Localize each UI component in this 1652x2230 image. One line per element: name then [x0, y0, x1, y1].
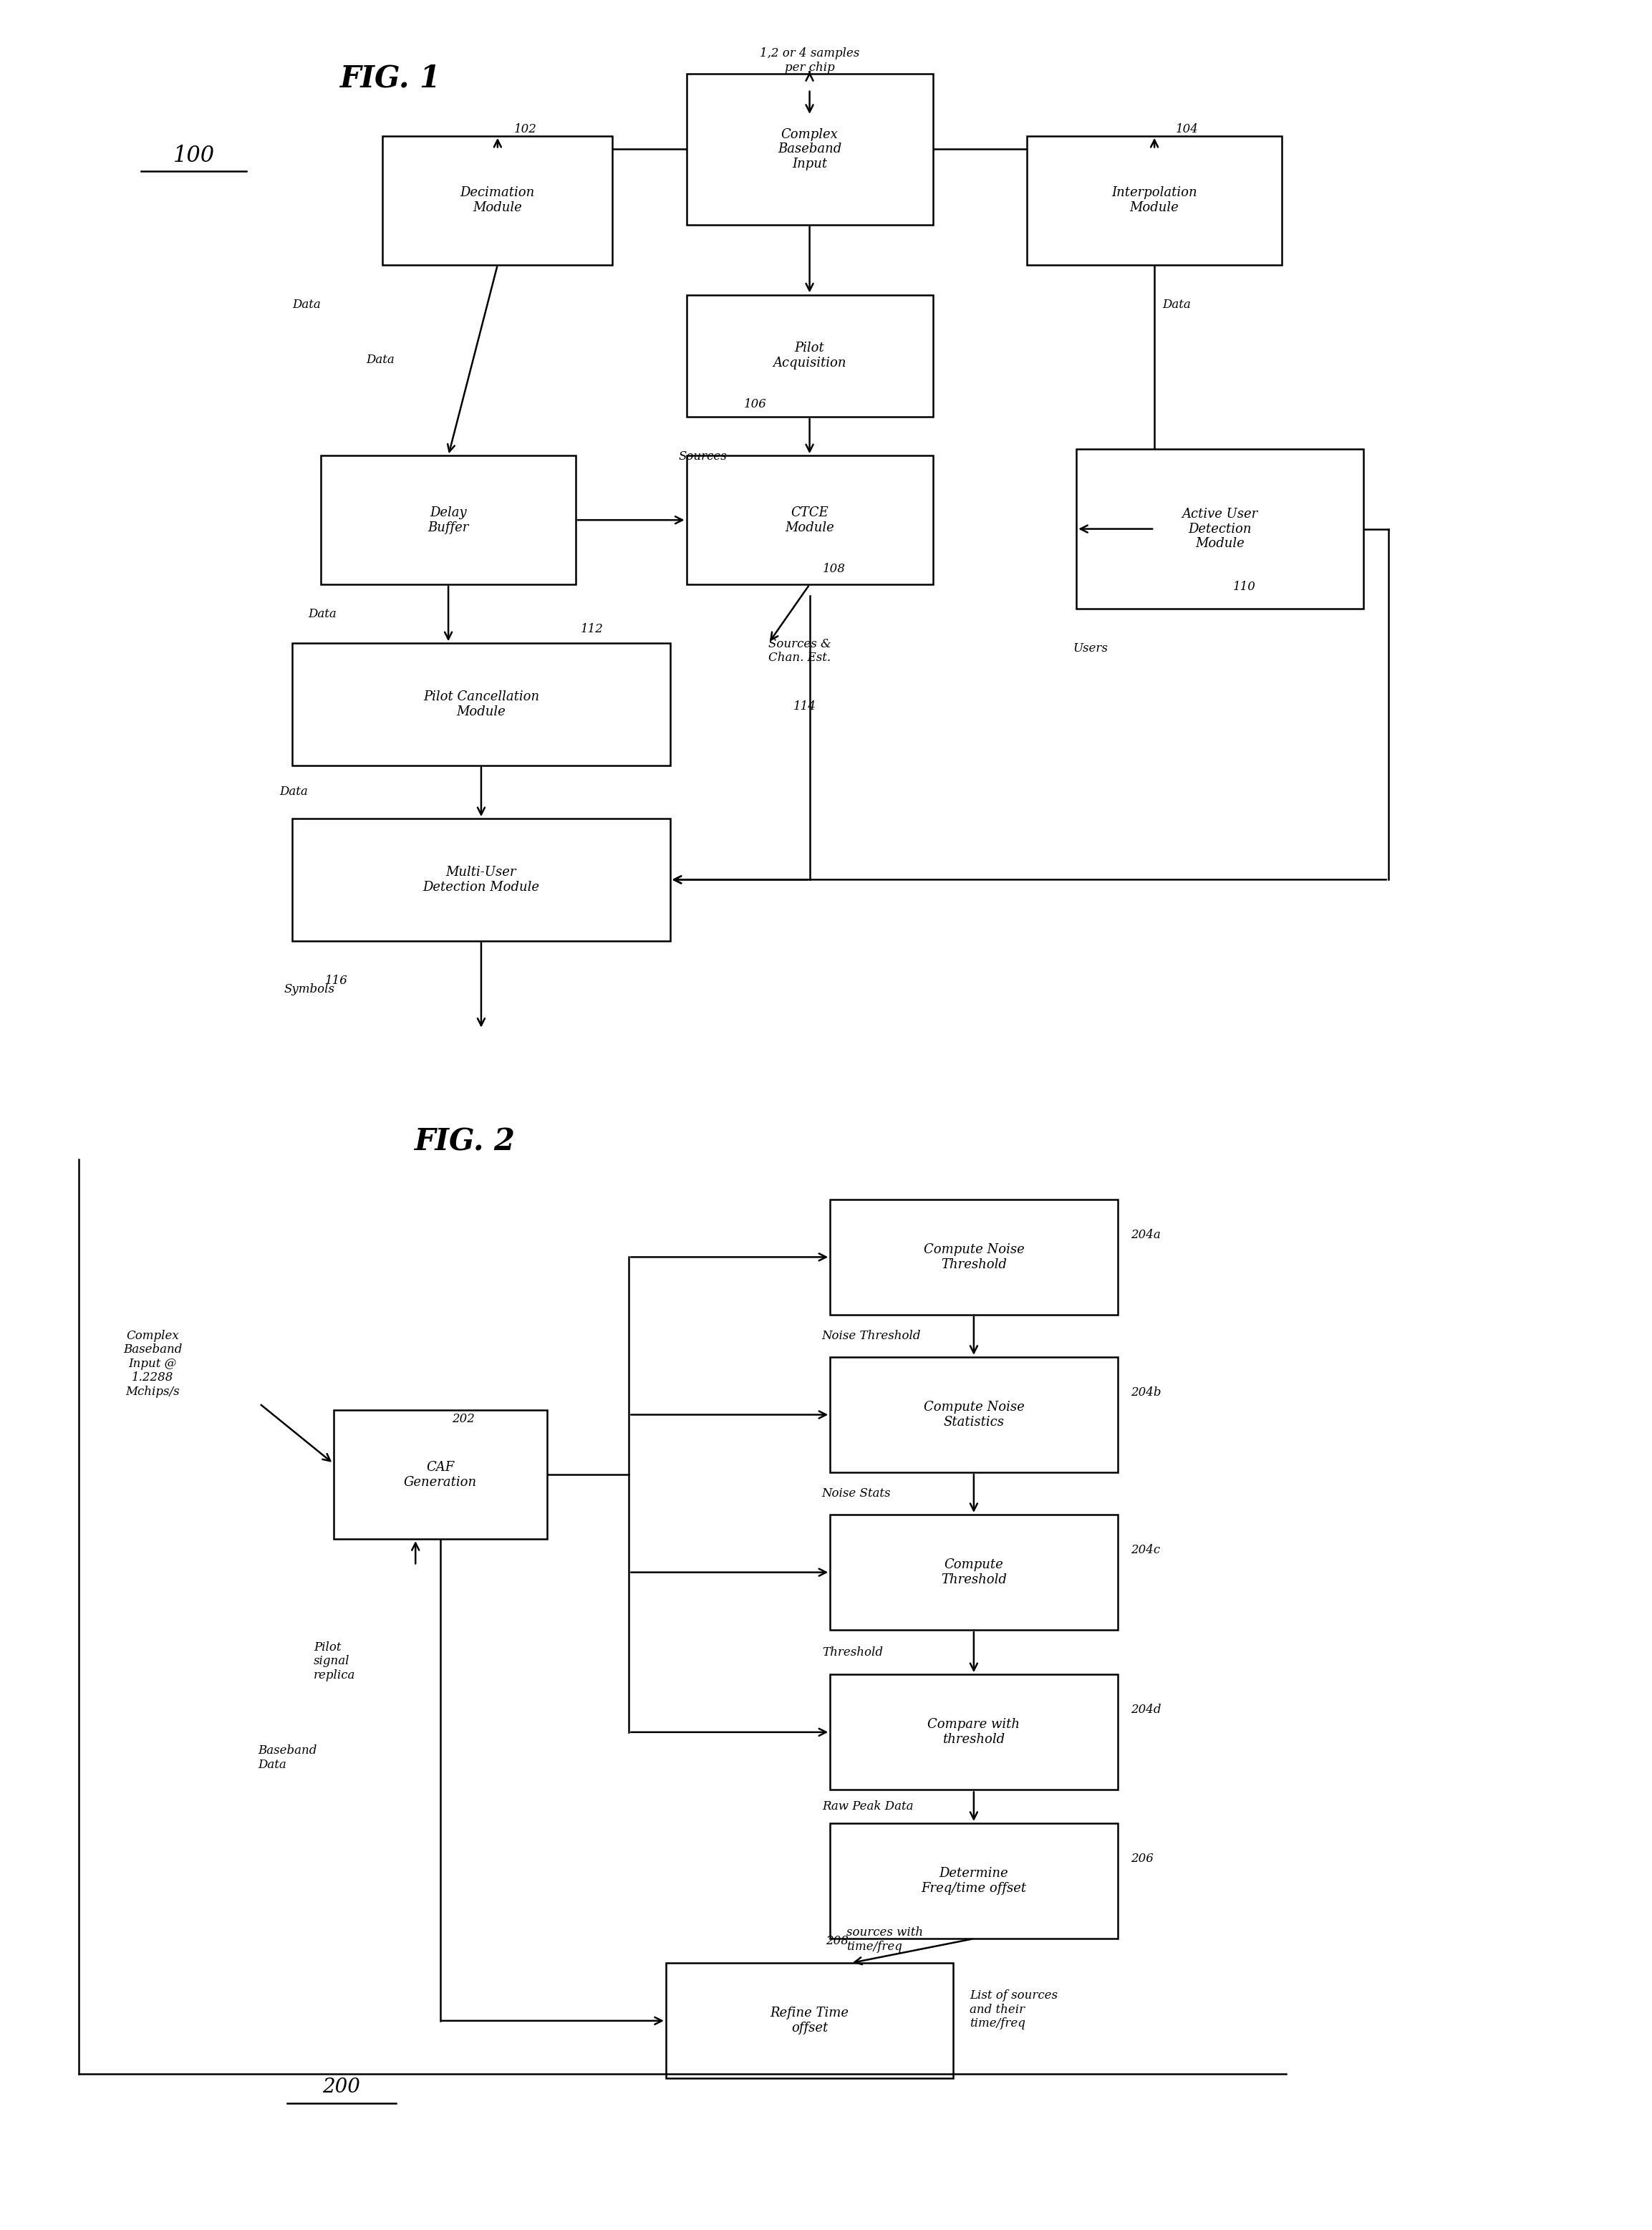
Text: Interpolation
Module: Interpolation Module: [1112, 187, 1198, 214]
Text: 206: 206: [1130, 1853, 1153, 1864]
Text: Data: Data: [307, 609, 337, 620]
FancyBboxPatch shape: [292, 642, 671, 765]
Text: Sources &
Chan. Est.: Sources & Chan. Est.: [768, 638, 831, 665]
Text: Data: Data: [279, 785, 307, 798]
Text: Pilot
signal
replica: Pilot signal replica: [314, 1641, 355, 1681]
FancyBboxPatch shape: [292, 818, 671, 941]
Text: 100: 100: [173, 145, 215, 167]
Text: Threshold: Threshold: [823, 1646, 882, 1659]
FancyBboxPatch shape: [666, 1962, 953, 2078]
Text: 106: 106: [743, 399, 767, 410]
Text: Compare with
threshold: Compare with threshold: [927, 1719, 1019, 1746]
FancyBboxPatch shape: [383, 136, 613, 265]
Text: Compute Noise
Statistics: Compute Noise Statistics: [923, 1400, 1024, 1429]
Text: Determine
Freq/time offset: Determine Freq/time offset: [922, 1867, 1026, 1896]
FancyBboxPatch shape: [829, 1358, 1117, 1472]
FancyBboxPatch shape: [687, 74, 933, 225]
Text: Delay
Buffer: Delay Buffer: [428, 506, 469, 533]
Text: Active User
Detection
Module: Active User Detection Module: [1183, 508, 1259, 551]
Text: 204d: 204d: [1130, 1704, 1161, 1717]
Text: 110: 110: [1234, 580, 1256, 593]
Text: Baseband
Data: Baseband Data: [258, 1744, 317, 1771]
Text: Noise Stats: Noise Stats: [823, 1487, 890, 1499]
FancyBboxPatch shape: [687, 455, 933, 584]
Text: Pilot
Acquisition: Pilot Acquisition: [773, 341, 846, 370]
FancyBboxPatch shape: [829, 1824, 1117, 1938]
Text: FIG. 1: FIG. 1: [340, 62, 441, 94]
Text: Users: Users: [1074, 642, 1108, 656]
Text: Data: Data: [292, 299, 320, 310]
Text: 208: 208: [826, 1936, 849, 1947]
Text: Compute Noise
Threshold: Compute Noise Threshold: [923, 1242, 1024, 1271]
Text: Symbols: Symbols: [284, 983, 335, 995]
Text: Data: Data: [367, 355, 395, 366]
Text: 108: 108: [823, 562, 846, 575]
Text: CTCE
Module: CTCE Module: [785, 506, 834, 533]
Text: Multi-User
Detection Module: Multi-User Detection Module: [423, 865, 540, 894]
Text: sources with
time/freq: sources with time/freq: [846, 1927, 923, 1953]
Text: Noise Threshold: Noise Threshold: [823, 1329, 922, 1342]
FancyBboxPatch shape: [829, 1675, 1117, 1791]
FancyBboxPatch shape: [1077, 448, 1365, 609]
Text: 204a: 204a: [1130, 1229, 1160, 1240]
Text: FIG. 2: FIG. 2: [415, 1126, 515, 1157]
Text: Pilot Cancellation
Module: Pilot Cancellation Module: [423, 691, 539, 718]
Text: 116: 116: [325, 975, 349, 986]
Text: 114: 114: [793, 700, 816, 714]
Text: Complex
Baseband
Input @
1.2288
Mchips/s: Complex Baseband Input @ 1.2288 Mchips/s: [124, 1329, 182, 1398]
Text: 200: 200: [322, 2078, 360, 2096]
Text: Refine Time
offset: Refine Time offset: [770, 2007, 849, 2034]
Text: Data: Data: [1163, 299, 1191, 310]
Text: CAF
Generation: CAF Generation: [403, 1461, 477, 1490]
FancyBboxPatch shape: [829, 1514, 1117, 1630]
Text: Sources: Sources: [679, 450, 727, 464]
Text: Raw Peak Data: Raw Peak Data: [823, 1800, 914, 1813]
FancyBboxPatch shape: [320, 455, 575, 584]
Text: 112: 112: [580, 622, 603, 636]
FancyBboxPatch shape: [829, 1200, 1117, 1316]
FancyBboxPatch shape: [334, 1409, 547, 1539]
Text: 202: 202: [451, 1414, 474, 1425]
Text: Decimation
Module: Decimation Module: [461, 187, 535, 214]
Text: Complex
Baseband
Input: Complex Baseband Input: [778, 127, 841, 172]
Text: 104: 104: [1176, 123, 1199, 136]
FancyBboxPatch shape: [1028, 136, 1282, 265]
Text: List of sources
and their
time/freq: List of sources and their time/freq: [970, 1989, 1057, 2029]
Text: 1,2 or 4 samples
per chip: 1,2 or 4 samples per chip: [760, 47, 859, 74]
Text: Compute
Threshold: Compute Threshold: [942, 1559, 1006, 1586]
Text: 102: 102: [514, 123, 537, 136]
Text: 204c: 204c: [1130, 1543, 1160, 1557]
FancyBboxPatch shape: [687, 294, 933, 417]
Text: 204b: 204b: [1130, 1387, 1161, 1398]
